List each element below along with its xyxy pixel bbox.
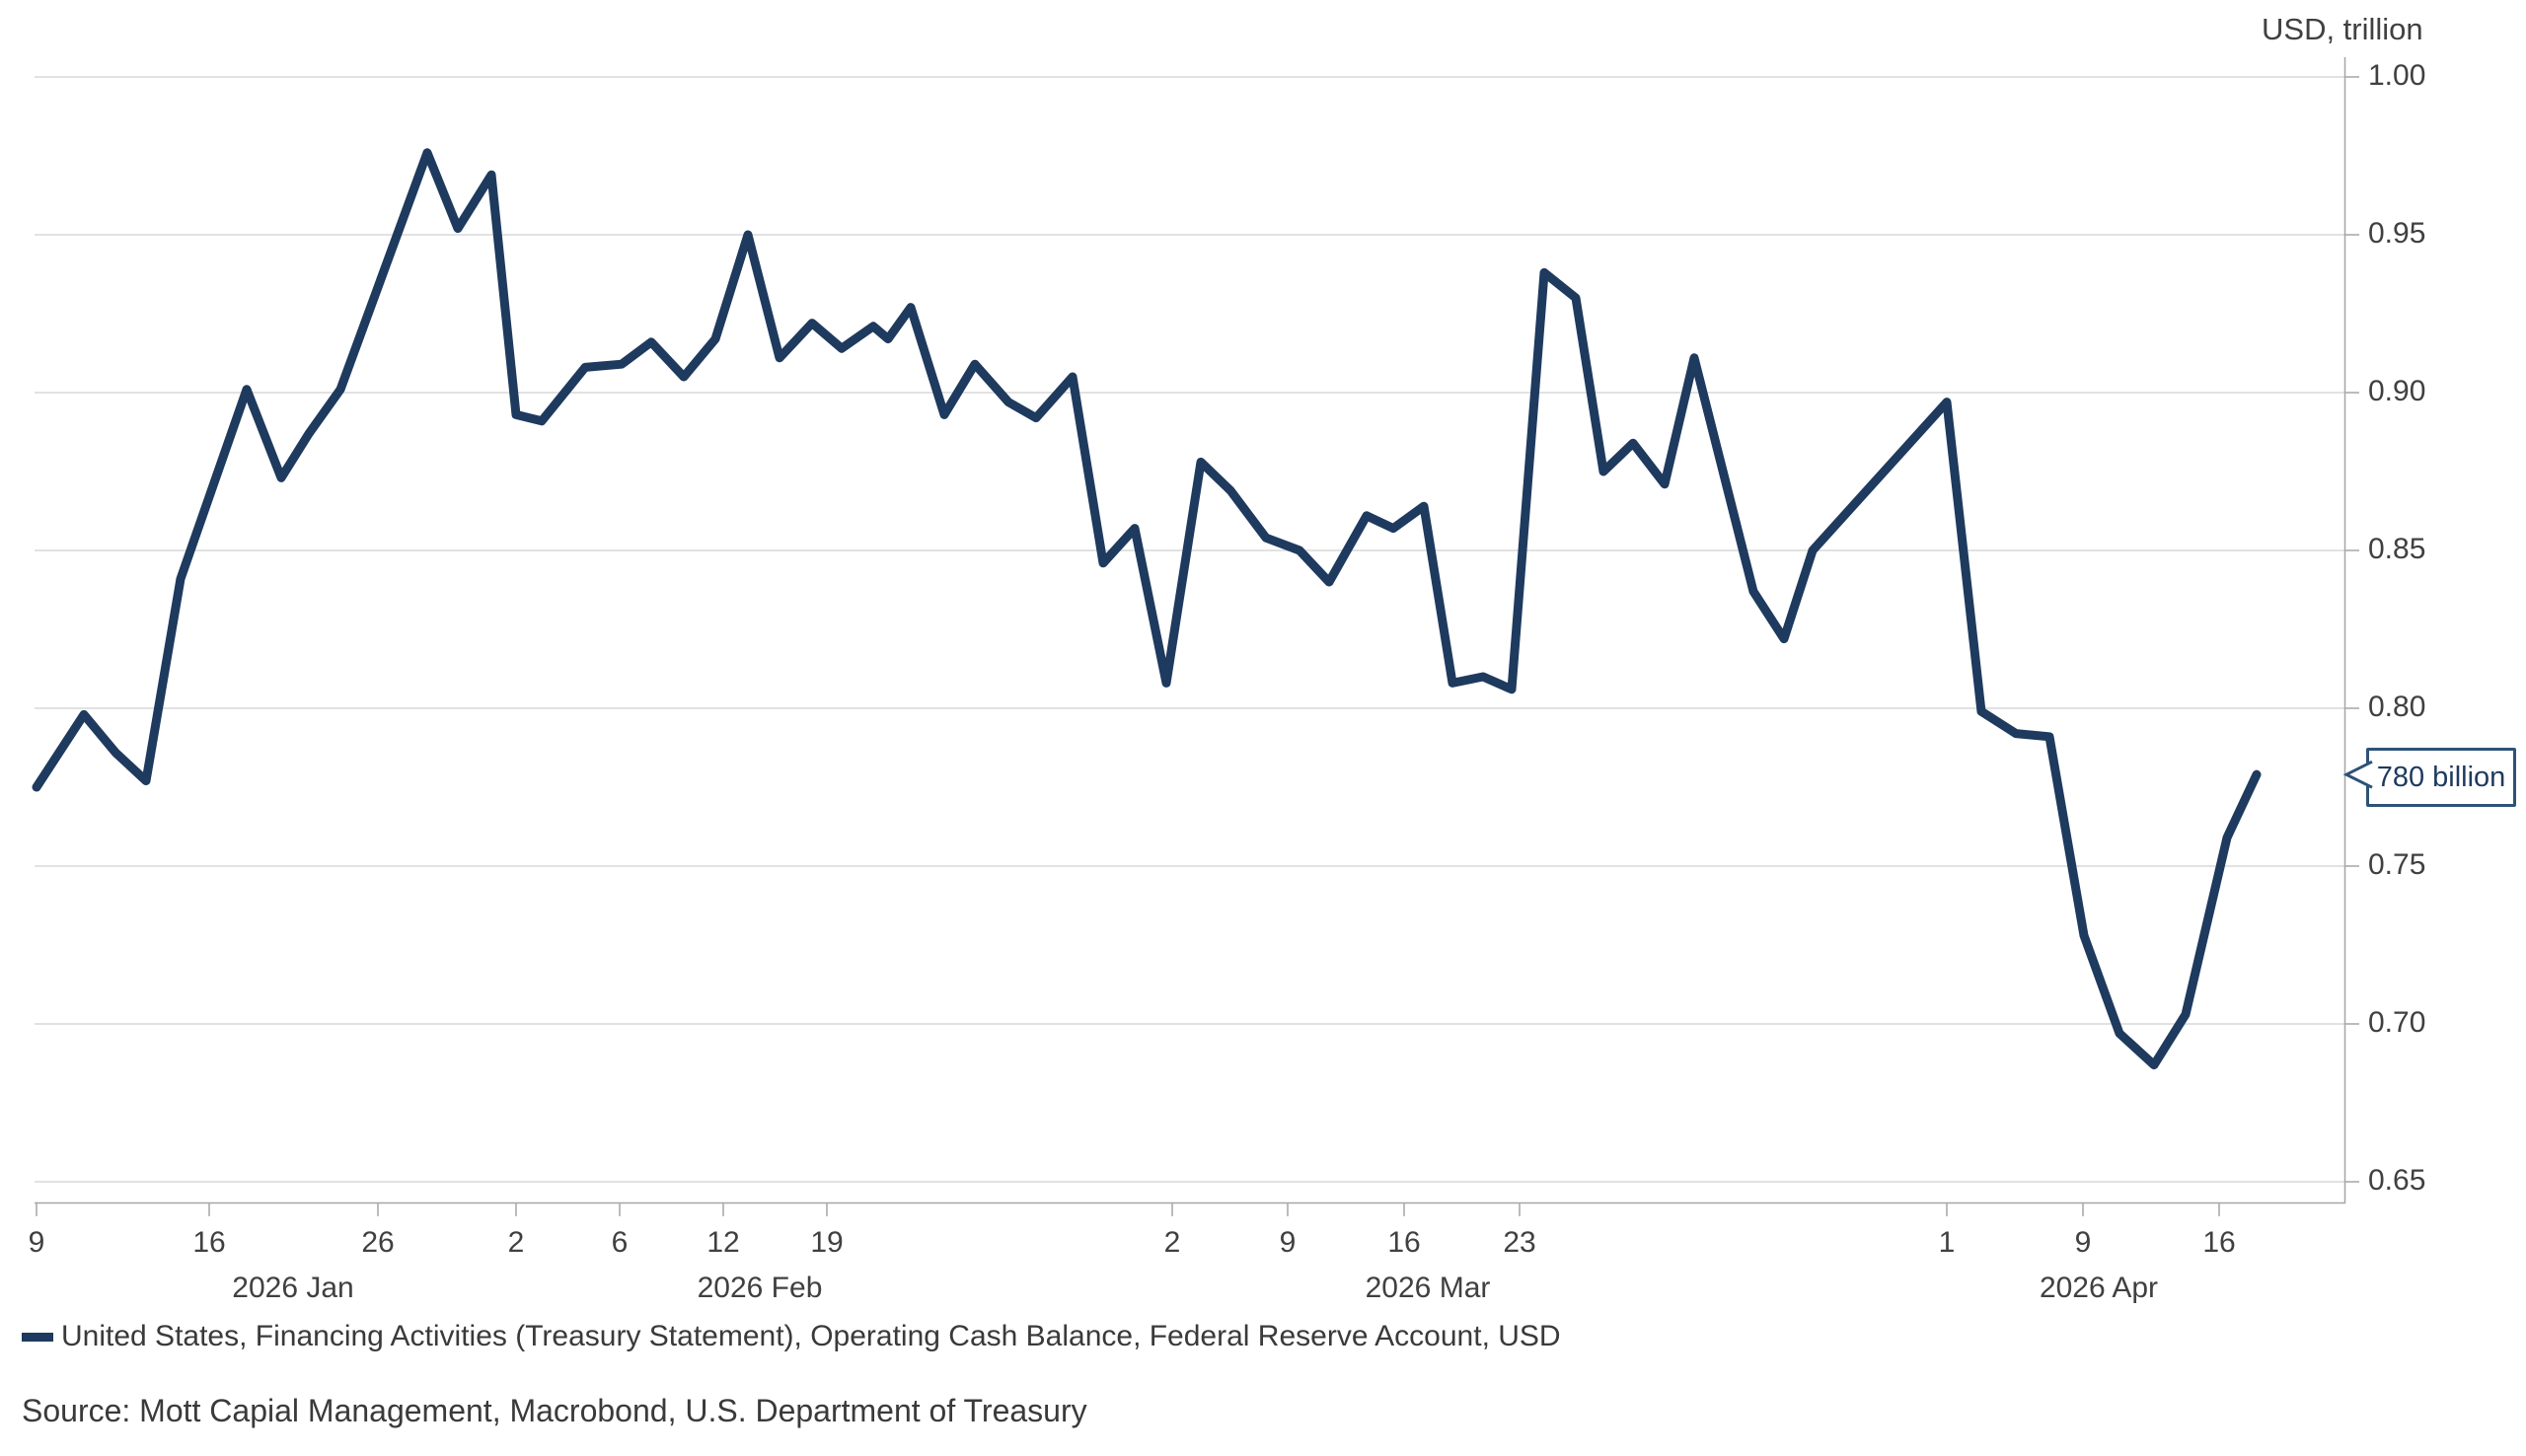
x-tick-label: 9	[2074, 1226, 2092, 1259]
x-tick-label: 12	[706, 1226, 740, 1259]
y-tick-label: 0.70	[2368, 1006, 2426, 1039]
x-tick-label: 26	[361, 1226, 395, 1259]
y-tick-label: 0.90	[2368, 375, 2426, 407]
x-tick-label: 2	[507, 1226, 525, 1259]
y-tick-label: 0.95	[2368, 217, 2426, 250]
x-tick-label: 9	[1279, 1226, 1297, 1259]
x-axis-month-label: 2026 Jan	[232, 1272, 354, 1304]
series-line	[32, 148, 2262, 1070]
y-tick-label: 1.00	[2368, 59, 2426, 92]
x-tick-label: 19	[810, 1226, 844, 1259]
x-axis-month-label: 2026 Apr	[2039, 1272, 2159, 1304]
legend: United States, Financing Activities (Tre…	[22, 1320, 1561, 1353]
x-tick-label: 9	[28, 1226, 45, 1259]
x-tick-label: 16	[2202, 1226, 2236, 1259]
last-value-callout: 780 billion	[2366, 748, 2516, 807]
legend-label: United States, Financing Activities (Tre…	[61, 1320, 1561, 1352]
y-tick-label: 0.65	[2368, 1164, 2426, 1197]
x-tick-label: 23	[1503, 1226, 1536, 1259]
x-axis-month-label: 2026 Feb	[697, 1272, 823, 1304]
last-value-callout-text: 780 billion	[2376, 761, 2506, 793]
x-tick-label: 6	[611, 1226, 629, 1259]
y-tick-label: 0.75	[2368, 848, 2426, 881]
legend-line-swatch	[22, 1332, 53, 1342]
x-tick-label: 1	[1938, 1226, 1956, 1259]
x-tick-label: 2	[1163, 1226, 1181, 1259]
y-tick-label: 0.80	[2368, 691, 2426, 723]
x-tick-label: 16	[1387, 1226, 1421, 1259]
x-axis-month-label: 2026 Mar	[1365, 1272, 1491, 1304]
x-tick-label: 16	[192, 1226, 226, 1259]
y-tick-label: 0.85	[2368, 533, 2426, 565]
y-axis-unit-label: USD, trillion	[2262, 12, 2423, 46]
source-text: Source: Mott Capial Management, Macrobon…	[22, 1393, 1087, 1428]
